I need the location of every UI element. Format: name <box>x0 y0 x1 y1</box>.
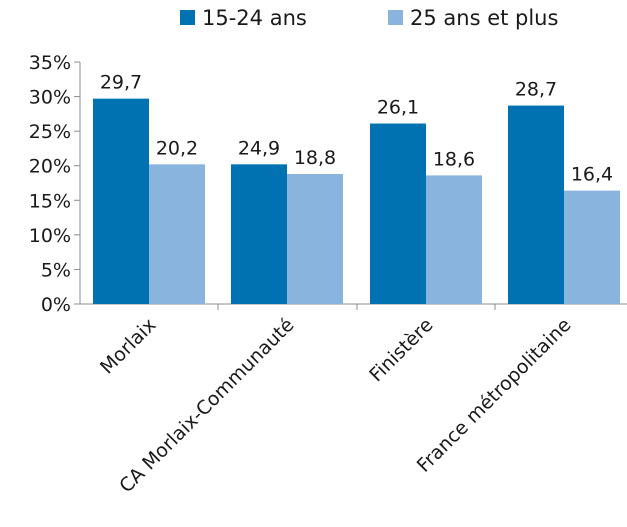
bars <box>93 98 620 304</box>
x-category-label: Finistère <box>365 314 437 386</box>
legend-label-2: 25 ans et plus <box>410 6 558 30</box>
legend-swatch-2 <box>388 10 403 25</box>
legend-label-1: 15-24 ans <box>202 6 307 30</box>
legend: 15-24 ans 25 ans et plus <box>180 6 558 30</box>
bar-25-plus-1 <box>149 164 205 304</box>
y-tick-label: 5% <box>41 259 71 281</box>
y-tick-label: 30% <box>29 87 71 109</box>
data-label: 29,7 <box>100 72 142 94</box>
y-tick-label: 20% <box>29 156 71 178</box>
data-label: 24,9 <box>238 137 280 159</box>
bar-15-24-2 <box>231 164 287 304</box>
bar-25-plus-3 <box>426 175 482 304</box>
y-tick-label: 0% <box>41 294 71 316</box>
y-tick-label: 15% <box>29 190 71 212</box>
bar-15-24-1 <box>93 98 149 304</box>
bar-25-plus-2 <box>287 174 343 304</box>
x-category-label: France métropolitaine <box>413 314 576 477</box>
data-labels: 29,7 20,2 24,9 18,8 26,1 18,6 28,7 16,4 <box>100 72 613 186</box>
y-tick-label: 35% <box>29 52 71 74</box>
data-label: 28,7 <box>515 79 557 101</box>
bar-25-plus-4 <box>564 190 620 304</box>
x-category-label: Morlaix <box>96 314 161 379</box>
data-label: 16,4 <box>571 164 613 186</box>
data-label: 18,6 <box>433 148 475 170</box>
bar-15-24-3 <box>370 123 426 304</box>
y-tick-label: 10% <box>29 225 71 247</box>
data-label: 26,1 <box>377 97 419 119</box>
bar-15-24-4 <box>508 105 564 304</box>
y-tick-label: 25% <box>29 121 71 143</box>
legend-swatch-1 <box>180 10 195 25</box>
data-label: 20,2 <box>156 137 198 159</box>
data-label: 18,8 <box>294 147 336 169</box>
